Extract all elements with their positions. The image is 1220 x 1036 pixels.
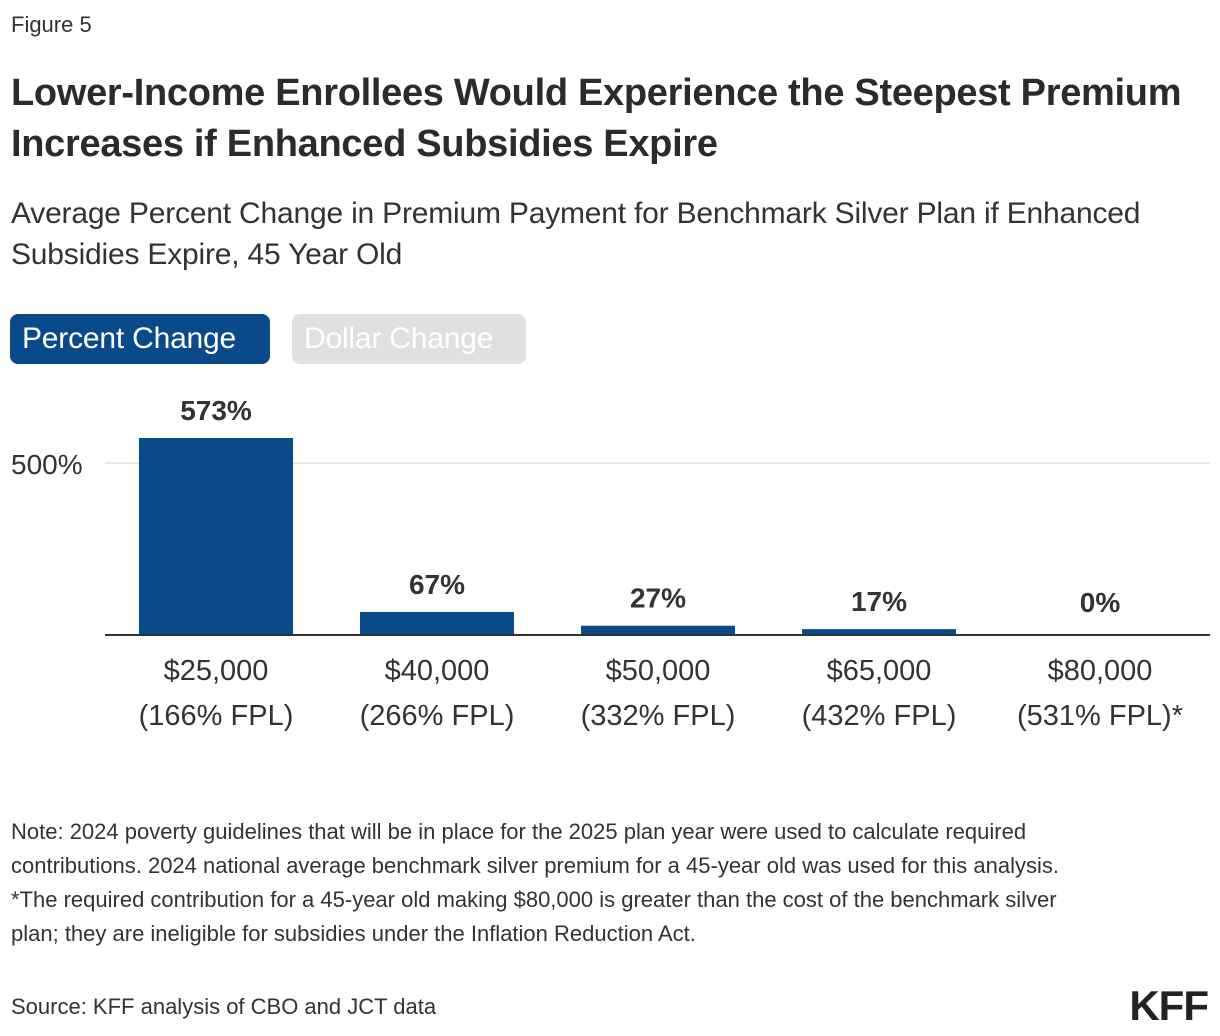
data-label: 0% [1080,587,1121,618]
data-label: 67% [409,569,465,600]
x-tick-sublabel: (432% FPL) [802,700,957,732]
x-tick-sublabel: (531% FPL)* [1017,700,1183,732]
data-label: 27% [630,583,686,614]
chart-title: Lower-Income Enrollees Would Experience … [11,72,1182,165]
bar [802,629,956,635]
bar-chart: 500% 573% $25,000 (166% FPL) 67% $40,000 (266%… [11,395,1210,732]
source-text: Source: KFF analysis of CBO and JCT data [11,994,437,1019]
x-tick-label: $25,000 [164,655,269,687]
data-label: 573% [180,395,252,426]
x-tick-label: $65,000 [827,655,932,687]
bar [360,611,514,635]
figure-label: Figure 5 [11,12,92,37]
x-tick-sublabel: (266% FPL) [360,700,515,732]
dollar-change-toggle[interactable]: Dollar Change [292,314,526,364]
chart-subtitle: Average Percent Change in Premium Paymen… [11,197,1141,271]
x-tick-label: $50,000 [606,655,711,687]
chart-notes: Note: 2024 poverty guidelines that will … [11,815,1091,951]
y-tick-label: 500% [11,449,83,480]
x-tick-sublabel: (166% FPL) [139,700,294,732]
data-label: 17% [851,586,907,617]
kff-logo: KFF [1129,982,1209,1029]
x-tick-label: $40,000 [385,655,490,687]
bar [581,625,735,635]
percent-change-toggle[interactable]: Percent Change [10,314,270,364]
x-tick-label: $80,000 [1048,655,1153,687]
bar [139,438,293,635]
note-text: Note: 2024 poverty guidelines that will … [11,819,1059,878]
footnote-text: *The required contribution for a 45-year… [11,887,1057,946]
x-tick-sublabel: (332% FPL) [581,700,736,732]
